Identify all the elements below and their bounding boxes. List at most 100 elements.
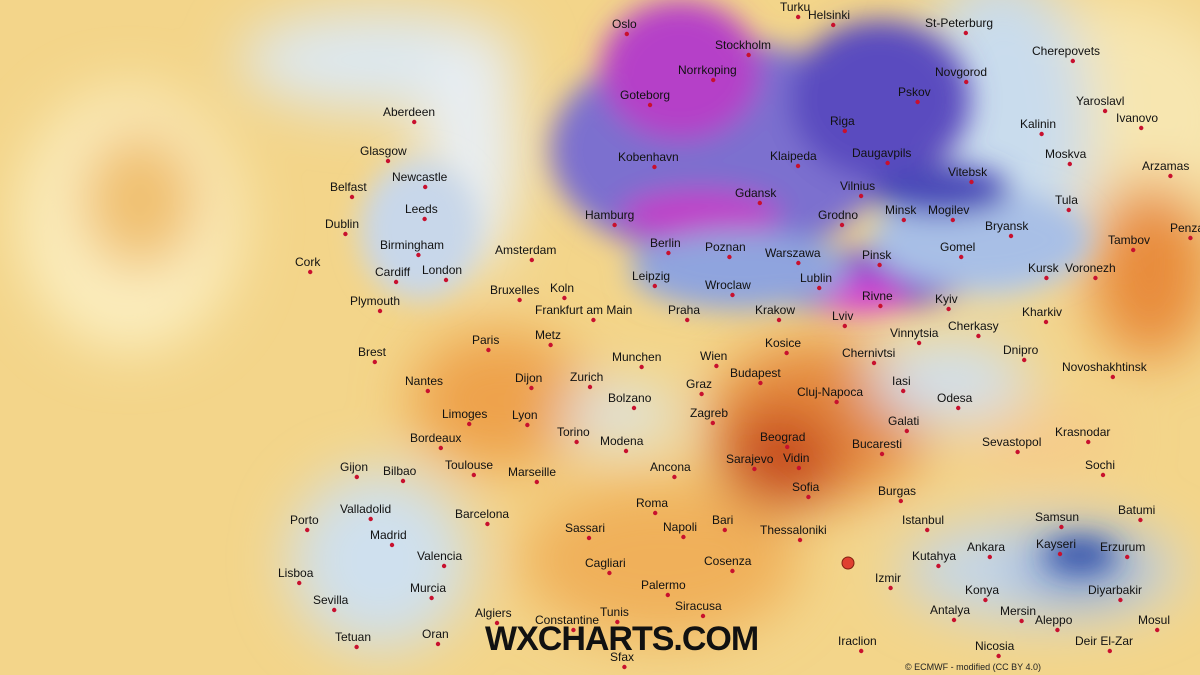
city-label: Iraclion — [838, 634, 877, 648]
city-label: Lublin — [800, 271, 832, 285]
city-dot — [839, 222, 845, 228]
city-dot — [494, 620, 500, 626]
city-dot — [429, 595, 434, 601]
city-dot — [1107, 648, 1113, 654]
city-dot — [831, 22, 836, 28]
city-label: Kursk — [1028, 261, 1060, 275]
city-label: Galati — [888, 414, 919, 428]
city-label: Klaipeda — [770, 149, 817, 163]
city-dot — [412, 119, 417, 125]
city-dot — [308, 269, 313, 275]
city-label: Leipzig — [632, 269, 670, 283]
city-label: Valladolid — [340, 502, 391, 516]
city-dot — [711, 77, 716, 83]
city-label: Stockholm — [715, 38, 771, 52]
city-label: Mersin — [1000, 604, 1036, 618]
city-label: Nicosia — [975, 639, 1015, 653]
city-dot — [665, 592, 671, 598]
city-label: Lviv — [832, 309, 853, 323]
city-dot — [859, 648, 864, 654]
city-label: Tetuan — [335, 630, 371, 644]
city-dot — [400, 478, 406, 484]
city-label: Aleppo — [1035, 613, 1073, 627]
city-label: Voronezh — [1065, 261, 1116, 275]
city-dot — [797, 537, 803, 543]
city-label: Bruxelles — [490, 283, 539, 297]
city-label: Barcelona — [455, 507, 509, 521]
city-label: Bari — [712, 513, 733, 527]
city-dot — [467, 421, 472, 427]
city-dot — [877, 262, 882, 268]
city-dot — [393, 279, 399, 285]
city-dot — [1110, 374, 1116, 380]
city-label: Cherkasy — [948, 319, 999, 333]
city-label: Munchen — [612, 350, 661, 364]
city-dot — [368, 516, 373, 522]
city-dot — [1066, 207, 1071, 213]
city-label: Mogilev — [928, 203, 969, 217]
city-dot — [710, 420, 716, 426]
city-dot — [796, 260, 801, 266]
city-label: Cluj-Napoca — [797, 385, 863, 399]
city-label: Porto — [290, 513, 319, 527]
city-label: Iasi — [892, 374, 911, 388]
city-label: Diyarbakir — [1088, 583, 1142, 597]
city-label: Constantine — [535, 613, 599, 627]
city-dot — [343, 231, 348, 237]
city-dot — [534, 479, 540, 485]
city-label: Gijon — [340, 460, 368, 474]
city-label: Paris — [472, 333, 499, 347]
city-label: Arzamas — [1142, 159, 1189, 173]
city-dot — [898, 498, 904, 504]
city-label: Vidin — [783, 451, 809, 465]
city-label: Madrid — [370, 528, 407, 542]
city-label: Pskov — [898, 85, 931, 99]
city-label: Penza — [1170, 221, 1200, 235]
city-dot — [685, 317, 690, 323]
city-dot — [652, 164, 657, 170]
city-dot — [1059, 524, 1064, 530]
city-dot — [1188, 235, 1193, 241]
city-label: Tambov — [1108, 233, 1150, 247]
city-dot — [425, 388, 431, 394]
city-label: Amsterdam — [495, 243, 556, 257]
city-label: Brest — [358, 345, 387, 359]
city-label: Modena — [600, 434, 644, 448]
city-dot — [915, 99, 920, 105]
city-dot — [332, 607, 337, 613]
city-label: Bordeaux — [410, 431, 461, 445]
city-label: Burgas — [878, 484, 916, 498]
city-dot — [727, 254, 732, 260]
credit: © ECMWF - modified (CC BY 4.0) — [905, 662, 1041, 672]
city-dot — [795, 163, 801, 169]
city-dot — [615, 619, 620, 625]
city-label: Wien — [700, 349, 727, 363]
city-label: Konya — [965, 583, 999, 597]
city-dot — [389, 542, 395, 548]
city-dot — [612, 222, 617, 228]
city-label: Murcia — [410, 581, 446, 595]
city-dot — [916, 340, 922, 346]
city-dot — [983, 597, 988, 603]
city-dot — [871, 360, 877, 366]
city-label: St-Peterburg — [925, 16, 993, 30]
city-label: Algiers — [475, 606, 512, 620]
city-dot — [1102, 108, 1108, 114]
city-label: Tunis — [600, 605, 629, 619]
city-label: London — [422, 263, 462, 277]
city-dot — [354, 644, 359, 650]
city-label: Aberdeen — [383, 105, 435, 119]
city-label: Frankfurt am Main — [535, 303, 632, 317]
city-dot — [730, 292, 735, 298]
city-dot — [485, 521, 490, 527]
city-label: Kharkiv — [1022, 305, 1062, 319]
city-dot — [969, 179, 974, 185]
city-dot — [622, 664, 627, 670]
city-dot — [647, 102, 653, 108]
city-label: Cagliari — [585, 556, 626, 570]
city-dot — [951, 617, 957, 623]
city-label: Zurich — [570, 370, 603, 384]
city-dot — [806, 494, 811, 500]
city-label: Norrkoping — [678, 63, 737, 77]
